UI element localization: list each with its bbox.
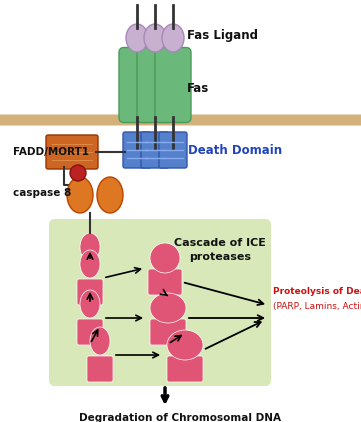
FancyBboxPatch shape — [141, 132, 169, 168]
Ellipse shape — [80, 233, 100, 261]
Text: proteases: proteases — [189, 252, 251, 262]
FancyBboxPatch shape — [119, 48, 155, 122]
FancyBboxPatch shape — [148, 269, 182, 295]
Text: (PARP, Lamins, Actin, etc.): (PARP, Lamins, Actin, etc.) — [273, 303, 361, 311]
Text: caspase 8: caspase 8 — [13, 188, 71, 198]
Ellipse shape — [150, 293, 186, 323]
Ellipse shape — [70, 165, 86, 181]
Text: Fas: Fas — [187, 81, 209, 95]
FancyBboxPatch shape — [167, 356, 203, 382]
Ellipse shape — [97, 177, 123, 213]
FancyBboxPatch shape — [137, 48, 173, 122]
Ellipse shape — [126, 24, 148, 52]
Ellipse shape — [150, 243, 180, 273]
Text: Cascade of ICE: Cascade of ICE — [174, 238, 266, 248]
FancyBboxPatch shape — [87, 356, 113, 382]
FancyBboxPatch shape — [77, 279, 103, 305]
FancyBboxPatch shape — [0, 114, 361, 125]
Ellipse shape — [67, 177, 93, 213]
Ellipse shape — [80, 290, 100, 318]
FancyBboxPatch shape — [150, 319, 186, 345]
Text: FADD/MORT1: FADD/MORT1 — [13, 147, 89, 157]
Ellipse shape — [162, 24, 184, 52]
Ellipse shape — [90, 327, 110, 355]
Ellipse shape — [167, 330, 203, 360]
FancyBboxPatch shape — [123, 132, 151, 168]
FancyBboxPatch shape — [159, 132, 187, 168]
Ellipse shape — [144, 24, 166, 52]
FancyBboxPatch shape — [46, 135, 98, 169]
Text: Degradation of Chromosomal DNA: Degradation of Chromosomal DNA — [79, 413, 281, 422]
FancyBboxPatch shape — [49, 219, 271, 386]
FancyBboxPatch shape — [77, 319, 103, 345]
Ellipse shape — [80, 250, 100, 278]
Text: Fas Ligand: Fas Ligand — [187, 29, 258, 41]
FancyBboxPatch shape — [155, 48, 191, 122]
Text: Proteolysis of Death Substrates: Proteolysis of Death Substrates — [273, 287, 361, 297]
Text: Death Domain: Death Domain — [188, 143, 282, 157]
